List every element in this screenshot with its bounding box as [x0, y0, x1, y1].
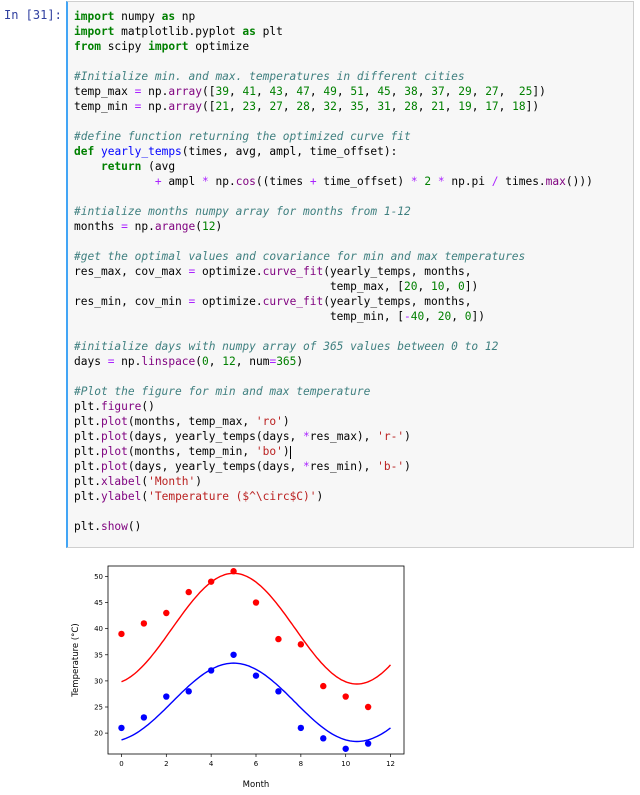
code-line: days = np.linspace(0, 12, num=365) [74, 355, 304, 368]
x-tick-label: 10 [341, 760, 350, 768]
cell-prompt: In [31]: [4, 8, 62, 22]
code-line: plt.plot(months, temp_max, 'ro') [74, 415, 290, 428]
code-line: #intialize months numpy array for months… [74, 205, 411, 218]
data-point [230, 651, 237, 658]
code-line: res_max, cov_max = optimize.curve_fit(ye… [74, 265, 472, 278]
code-line: #Plot the figure for min and max tempera… [74, 385, 371, 398]
y-tick-label: 40 [94, 625, 103, 633]
x-tick-label: 4 [209, 760, 214, 768]
data-point [252, 599, 260, 606]
y-tick-label: 20 [94, 730, 103, 738]
fit-curve [121, 662, 391, 743]
code-line: import numpy as np [74, 10, 196, 23]
code-line: from scipy import optimize [74, 40, 250, 53]
code-line: temp_min = np.array([21, 23, 27, 28, 32,… [74, 100, 540, 113]
data-point [320, 682, 327, 690]
data-point [118, 630, 125, 638]
data-point [140, 714, 148, 721]
code-line: plt.plot(months, temp_min, 'bo') [74, 445, 291, 459]
y-tick-label: 35 [94, 651, 103, 659]
code-line: plt.figure() [74, 400, 155, 413]
plot-area [107, 565, 405, 755]
code-editor[interactable]: import numpy as np import matplotlib.pyp… [74, 9, 593, 534]
x-axis-label: Month [243, 780, 270, 790]
code-line: months = np.arange(12) [74, 220, 223, 233]
data-point [297, 641, 305, 648]
data-point [140, 620, 148, 627]
data-point [252, 672, 260, 679]
data-point [185, 588, 192, 596]
data-point [163, 609, 170, 617]
x-tick-label: 6 [254, 760, 259, 768]
code-cell[interactable]: import numpy as np import matplotlib.pyp… [66, 1, 634, 548]
code-line: temp_max = np.array([39, 41, 43, 47, 49,… [74, 85, 546, 98]
x-tick-label: 12 [386, 760, 395, 768]
data-point [185, 688, 192, 695]
data-point [230, 568, 237, 575]
code-line: #initialize days with numpy array of 365… [74, 340, 499, 353]
data-point [275, 635, 282, 643]
data-point [297, 724, 305, 732]
x-tick-label: 2 [164, 760, 168, 768]
code-line: res_min, cov_min = optimize.curve_fit(ye… [74, 295, 472, 308]
x-tick-label: 0 [119, 760, 123, 768]
output-plot: 0 2 4 6 8 10 12 20 25 30 35 40 45 50 Month Temperatur… [71, 565, 405, 790]
code-line: plt.plot(days, yearly_temps(days, *res_m… [74, 460, 411, 473]
data-point [320, 735, 327, 742]
code-line: temp_min, [-40, 20, 0]) [74, 310, 485, 323]
fit-curve [121, 572, 392, 685]
code-line: #Initialize min. and max. temperatures i… [74, 70, 465, 83]
code-line: def yearly_temps(times, avg, ampl, time_… [74, 145, 398, 158]
y-tick-label: 30 [94, 677, 103, 685]
code-line: temp_max, [20, 10, 0]) [74, 280, 479, 293]
data-point [275, 688, 282, 695]
data-point [364, 703, 372, 711]
x-tick-label: 8 [299, 760, 303, 768]
data-point [118, 724, 125, 732]
y-tick-label: 45 [94, 599, 103, 607]
code-line: return (avg [100, 160, 176, 173]
data-point [364, 740, 372, 747]
code-line: #get the optimal values and covariance f… [74, 250, 526, 263]
y-tick-label: 25 [94, 704, 103, 712]
data-point [207, 578, 215, 585]
code-line: plt.plot(days, yearly_temps(days, *res_m… [74, 430, 411, 443]
data-point [342, 745, 349, 752]
code-line: + ampl * np.cos((times + time_offset) * … [154, 175, 593, 188]
y-tick-label: 50 [94, 573, 103, 581]
data-point [207, 667, 215, 674]
code-line: import matplotlib.pyplot as plt [74, 25, 283, 38]
code-line: plt.ylabel('Temperature ($^\circ$C)') [74, 490, 324, 503]
text-cursor [289, 445, 291, 459]
data-point [163, 693, 170, 700]
y-axis-label: Temperature (°C) [71, 623, 81, 697]
code-line: #define function returning the optimized… [74, 130, 411, 143]
code-line: plt.xlabel('Month') [74, 475, 203, 488]
data-point [342, 693, 349, 700]
code-line: plt.show() [74, 520, 142, 533]
